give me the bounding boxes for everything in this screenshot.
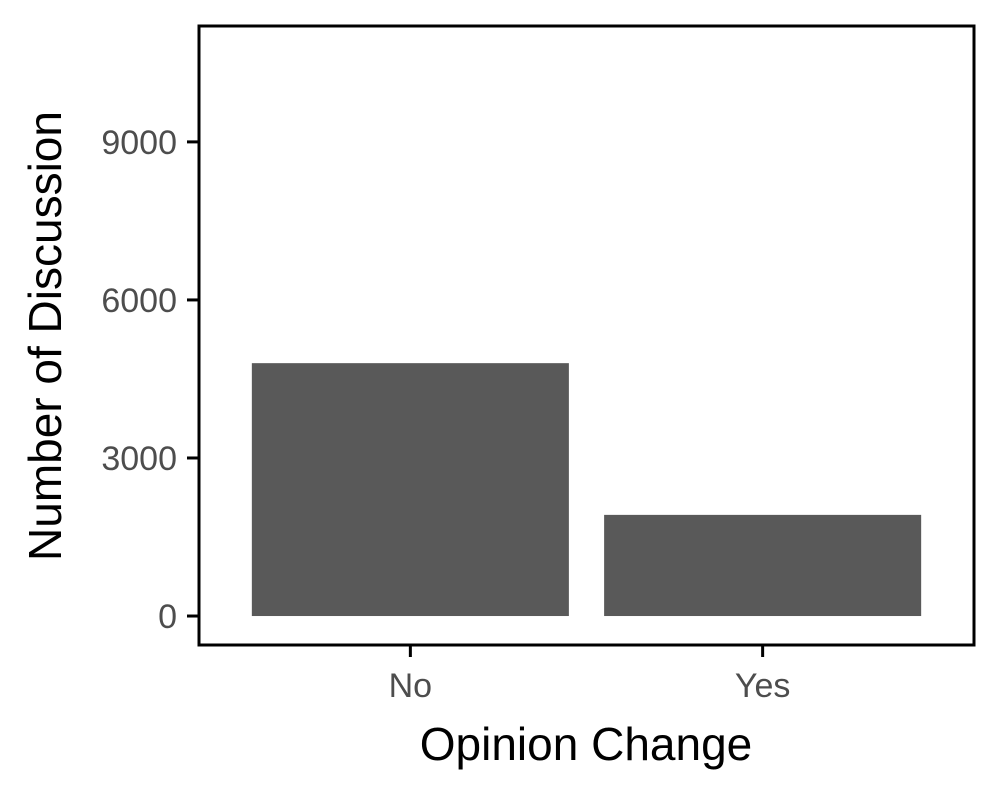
plot-panel-border xyxy=(197,24,976,647)
x-axis-title: Opinion Change xyxy=(420,718,752,770)
bar-yes xyxy=(604,514,922,617)
y-tick-label: 9000 xyxy=(101,124,177,162)
y-axis: 0 3000 6000 9000 xyxy=(101,124,199,636)
x-axis: No Yes xyxy=(389,645,790,705)
x-tick-label-no: No xyxy=(389,667,432,705)
y-tick-label: 3000 xyxy=(101,440,177,478)
y-tick-label: 6000 xyxy=(101,282,177,320)
bar-series xyxy=(251,363,922,617)
y-tick-label: 0 xyxy=(158,598,177,636)
x-tick-label-yes: Yes xyxy=(735,667,790,705)
bar-no xyxy=(251,363,569,617)
y-axis-title: Number of Discussion xyxy=(19,111,71,561)
